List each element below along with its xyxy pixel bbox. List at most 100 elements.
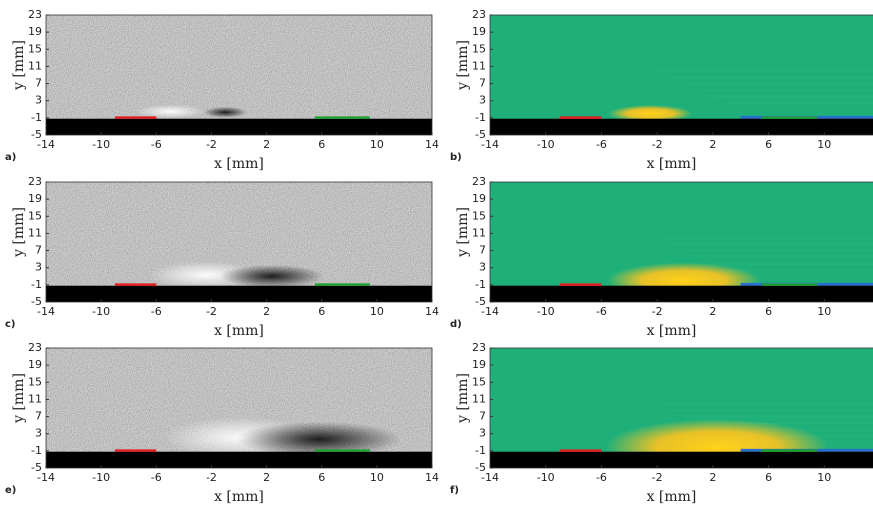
- x-axis-label: x [mm]: [214, 156, 264, 172]
- x-tick-label: 6: [765, 305, 772, 318]
- x-tick-label: -2: [206, 138, 217, 151]
- y-axis-label: y [mm]: [11, 207, 27, 258]
- x-tick-label: 6: [318, 305, 325, 318]
- x-tick-label: -14: [481, 305, 499, 318]
- y-tick-label: 23: [472, 8, 486, 21]
- y-axis-label: y [mm]: [11, 373, 27, 424]
- x-tick-label: 2: [263, 305, 270, 318]
- y-tick-label: 23: [472, 341, 486, 354]
- panel-label: a): [5, 152, 16, 163]
- y-tick-label: 23: [28, 175, 42, 188]
- x-tick-label: -10: [537, 305, 555, 318]
- x-tick-label: -6: [151, 138, 162, 151]
- streak: [712, 263, 873, 265]
- y-tick-label: 3: [35, 427, 42, 440]
- y-tick-label: -5: [475, 128, 486, 141]
- y-tick-label: 11: [472, 392, 486, 405]
- x-tick-label: -2: [652, 471, 663, 484]
- streak: [685, 416, 873, 418]
- y-tick-label: 7: [479, 244, 486, 257]
- y-tick-label: 7: [479, 410, 486, 423]
- x-tick-label: 2: [709, 305, 716, 318]
- x-tick-label: -2: [652, 138, 663, 151]
- bright-blob: [135, 104, 205, 119]
- x-tick-label: -2: [652, 305, 663, 318]
- dark-blob: [236, 421, 402, 457]
- y-tick-label: 19: [472, 192, 486, 205]
- x-tick-label: -10: [92, 305, 110, 318]
- x-tick-label: -2: [206, 471, 217, 484]
- y-tick-label: 23: [28, 8, 42, 21]
- y-tick-label: 19: [28, 192, 42, 205]
- image: [46, 15, 432, 135]
- y-tick-label: 15: [472, 209, 486, 222]
- x-tick-label: -14: [481, 471, 499, 484]
- y-tick-label: 3: [35, 94, 42, 107]
- x-tick-label: -10: [537, 138, 555, 151]
- streak: [712, 96, 873, 98]
- y-tick-label: -5: [31, 128, 42, 141]
- y-tick-label: 23: [472, 175, 486, 188]
- x-tick-label: -14: [481, 138, 499, 151]
- x-tick-label: 2: [709, 138, 716, 151]
- panel-label: b): [450, 152, 462, 163]
- y-tick-label: 15: [28, 209, 42, 222]
- x-tick-label: 6: [318, 138, 325, 151]
- y-tick-label: -1: [31, 278, 42, 291]
- x-tick-label: 10: [370, 471, 384, 484]
- dark-blob: [203, 106, 248, 118]
- x-tick-label: 10: [370, 138, 384, 151]
- streak: [698, 423, 873, 424]
- x-axis-label: x [mm]: [647, 156, 697, 172]
- x-tick-label: 2: [263, 471, 270, 484]
- y-tick-label: -5: [31, 461, 42, 474]
- frame: [45, 347, 433, 469]
- y-tick-label: 11: [28, 59, 42, 72]
- x-tick-label: -10: [92, 471, 110, 484]
- background: [46, 15, 432, 135]
- red-marker: [114, 116, 157, 119]
- x-tick-label: 14: [425, 138, 439, 151]
- red-marker: [559, 116, 602, 119]
- frame: [489, 347, 873, 469]
- y-tick-label: 7: [35, 244, 42, 257]
- y-axis-label: y [mm]: [455, 207, 471, 258]
- green-marker: [314, 283, 370, 286]
- x-tick-label: 10: [817, 138, 831, 151]
- wall: [46, 118, 432, 135]
- x-axis-label: x [mm]: [214, 489, 264, 505]
- y-tick-label: 7: [35, 410, 42, 423]
- y-tick-label: 7: [35, 77, 42, 90]
- red-marker: [114, 449, 157, 452]
- x-axis-label: x [mm]: [647, 323, 697, 339]
- x-tick-label: -6: [596, 471, 607, 484]
- red-marker: [114, 283, 157, 286]
- y-tick-label: 7: [479, 77, 486, 90]
- panel-label: c): [5, 319, 16, 330]
- frame: [489, 14, 873, 136]
- y-tick-label: 11: [472, 226, 486, 239]
- x-tick-label: -6: [596, 138, 607, 151]
- image: [46, 182, 432, 302]
- red-marker: [559, 449, 602, 452]
- x-tick-label: 2: [709, 471, 716, 484]
- y-tick-label: -5: [31, 295, 42, 308]
- green-marker: [761, 116, 818, 119]
- y-tick-label: 3: [479, 261, 486, 274]
- streak: [726, 102, 873, 104]
- green-marker: [314, 449, 370, 452]
- y-tick-label: 15: [28, 42, 42, 55]
- x-tick-label: 14: [425, 471, 439, 484]
- y-tick-label: 11: [28, 226, 42, 239]
- y-tick-label: 3: [479, 94, 486, 107]
- streak: [671, 410, 873, 412]
- y-tick-label: 19: [472, 25, 486, 38]
- wall: [46, 285, 432, 302]
- wall: [490, 285, 873, 302]
- x-tick-label: -6: [151, 471, 162, 484]
- frame: [489, 181, 873, 303]
- x-tick-label: 6: [318, 471, 325, 484]
- y-tick-label: 23: [28, 341, 42, 354]
